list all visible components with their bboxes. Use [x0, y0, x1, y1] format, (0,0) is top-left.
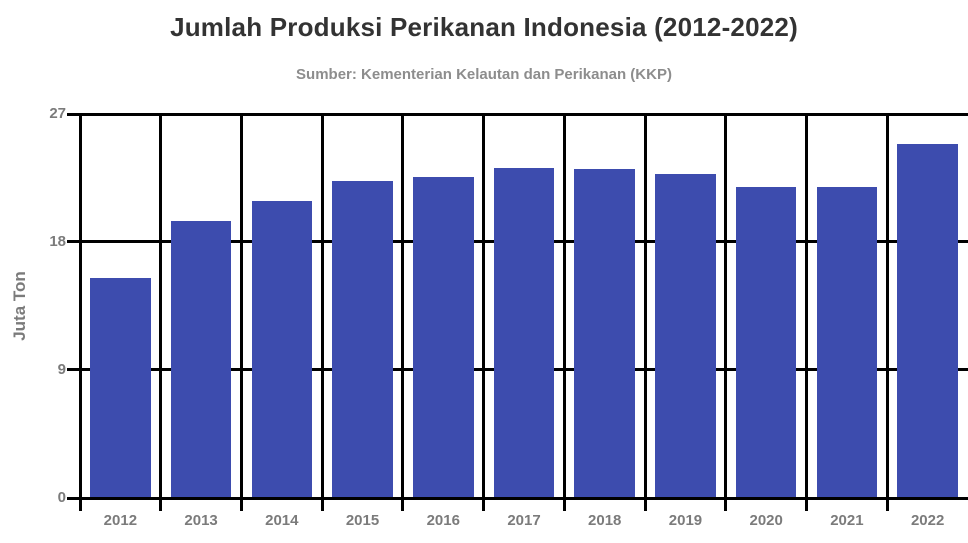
- x-label-2019: 2019: [668, 512, 703, 529]
- y-tick-label-0: 0: [57, 489, 66, 506]
- x-axis-labels: 2012 2013 2014 2015 2016 2017 2018 2019 2020 2021…: [80, 512, 968, 536]
- bar-2015: [332, 180, 393, 498]
- gridline-x-5: [482, 114, 486, 511]
- gridline-x-6: [562, 114, 566, 511]
- y-tick-label-9: 9: [57, 360, 66, 378]
- x-label-2022: 2022: [910, 512, 945, 529]
- gridline-x-4: [401, 114, 405, 511]
- x-label-2014: 2014: [265, 512, 299, 529]
- x-label-2018: 2018: [588, 512, 622, 529]
- gridline-y-27: [67, 112, 968, 116]
- bar-2021: [816, 186, 878, 498]
- x-label-2012: 2012: [103, 512, 138, 529]
- y-axis-line: [78, 114, 82, 511]
- gridline-x-2: [239, 114, 243, 511]
- bar-2020: [735, 186, 797, 498]
- gridline-x-10: [885, 114, 889, 511]
- y-axis-tick-labels: 0 9 18 27: [26, 105, 66, 506]
- bar-2019: [655, 173, 716, 498]
- bar-2017: [493, 168, 555, 498]
- gridline-x-8: [724, 114, 728, 511]
- x-label-2016: 2016: [426, 512, 460, 529]
- bar-2014: [251, 200, 313, 498]
- bar-2016: [413, 176, 474, 498]
- x-label-2017: 2017: [507, 512, 541, 529]
- x-label-2015: 2015: [345, 512, 380, 529]
- gridline-y-0: [67, 496, 968, 500]
- gridline-x-7: [643, 114, 647, 511]
- gridline-x-3: [320, 114, 324, 511]
- bar-2012: [90, 277, 151, 498]
- bar-2022: [897, 143, 958, 498]
- gridline-x-1: [159, 114, 163, 511]
- bar-2013: [170, 220, 232, 498]
- x-label-2021: 2021: [830, 512, 864, 529]
- x-label-2013: 2013: [184, 512, 218, 529]
- chart-subtitle: Sumber: Kementerian Kelautan dan Perikan…: [296, 66, 672, 83]
- gridline-x-9: [805, 114, 809, 511]
- plot-area: [67, 112, 968, 511]
- y-tick-label-18: 18: [49, 232, 66, 250]
- bar-2018: [574, 169, 635, 498]
- x-label-2020: 2020: [749, 512, 783, 529]
- chart-title: Jumlah Produksi Perikanan Indonesia (201…: [170, 12, 798, 42]
- y-tick-label-27: 27: [49, 105, 66, 122]
